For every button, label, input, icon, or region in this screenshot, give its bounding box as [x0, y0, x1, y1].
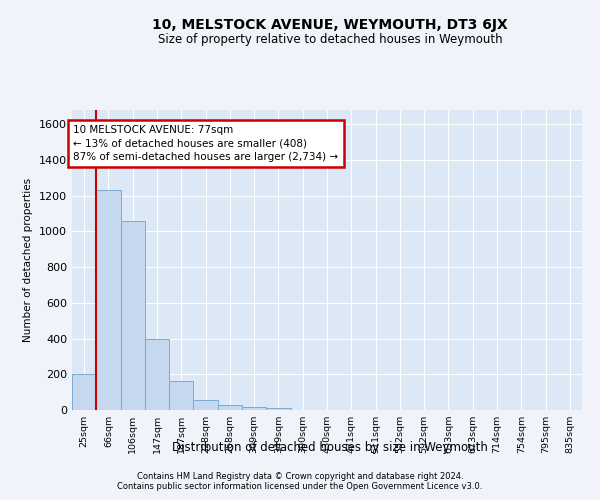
Bar	[169, 382, 193, 410]
Bar	[218, 404, 242, 410]
Text: Distribution of detached houses by size in Weymouth: Distribution of detached houses by size …	[172, 441, 488, 454]
Text: Contains public sector information licensed under the Open Government Licence v3: Contains public sector information licen…	[118, 482, 482, 491]
Text: 10 MELSTOCK AVENUE: 77sqm
← 13% of detached houses are smaller (408)
87% of semi: 10 MELSTOCK AVENUE: 77sqm ← 13% of detac…	[73, 125, 338, 162]
Bar	[121, 220, 145, 410]
Bar	[145, 338, 169, 410]
Bar	[242, 407, 266, 410]
Bar	[266, 408, 290, 410]
Text: 10, MELSTOCK AVENUE, WEYMOUTH, DT3 6JX: 10, MELSTOCK AVENUE, WEYMOUTH, DT3 6JX	[152, 18, 508, 32]
Bar	[72, 374, 96, 410]
Bar	[96, 190, 121, 410]
Bar	[193, 400, 218, 410]
Y-axis label: Number of detached properties: Number of detached properties	[23, 178, 34, 342]
Text: Contains HM Land Registry data © Crown copyright and database right 2024.: Contains HM Land Registry data © Crown c…	[137, 472, 463, 481]
Text: Size of property relative to detached houses in Weymouth: Size of property relative to detached ho…	[158, 32, 502, 46]
